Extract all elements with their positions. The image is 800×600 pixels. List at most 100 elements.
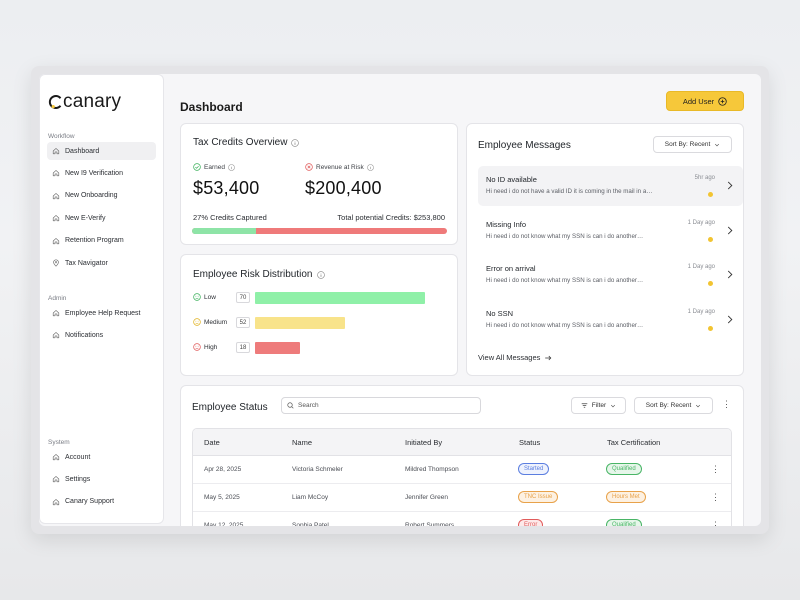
sidebar-item-dashboard[interactable]: Dashboard [47,142,156,160]
search-field[interactable] [281,397,481,414]
message-title: No ID available [486,175,537,184]
sidebar-item-employee-help-request[interactable]: Employee Help Request [47,304,156,322]
sidebar-item-new-i9-verification[interactable]: New I9 Verification [47,164,156,182]
info-icon[interactable] [228,163,235,171]
row-actions-icon[interactable]: ⋮ [711,464,720,474]
column-header: Name [292,438,313,447]
sidebar-item-new-onboarding[interactable]: New Onboarding [47,187,156,205]
home-icon [52,331,65,339]
more-options-icon[interactable]: ⋮ [722,399,731,409]
unread-dot [708,192,713,197]
home-icon [52,309,65,317]
risk-distribution-title: Employee Risk Distribution [193,269,313,280]
add-user-label: Add User [682,96,715,106]
column-header: Tax Certification [607,438,661,447]
message-item[interactable]: No ID available Hi need i do not have a v… [478,166,743,206]
sidebar-section-label: Admin [48,295,67,302]
arrow-right-icon [545,355,552,360]
earned-label: Earned [204,163,225,171]
status-sort-label: Sort By: Recent [645,402,692,409]
message-title: Missing Info [486,219,527,229]
info-icon[interactable] [366,163,374,171]
cell-name: Victoria Schmeler [292,466,343,473]
message-time: 1 Day ago [687,309,715,316]
total-potential-label: Total potential Credits: $253,800 [337,213,445,222]
sidebar-item-retention-program[interactable]: Retention Program [47,232,156,250]
home-icon [52,214,65,222]
employee-status-card: Employee Status Filter Sort By: Recent ⋮… [180,385,744,526]
table-row[interactable]: May 12, 2025 Sophia Patel Robert Summers Er… [193,512,731,526]
sidebar-item-notifications[interactable]: Notifications [47,326,156,344]
risk-count: 18 [236,342,250,353]
search-icon [287,402,294,409]
sidebar-item-settings[interactable]: Settings [47,470,156,488]
add-user-button[interactable]: Add User [666,91,744,111]
messages-sort-dropdown[interactable]: Sort By: Recent [653,136,732,153]
cell-name: Liam McCoy [292,494,329,501]
employee-status-title: Employee Status [192,402,268,413]
sidebar-item-new-e-verify[interactable]: New E-Verify [47,209,156,227]
cell-name: Sophia Patel [292,522,329,526]
credits-progress-bar [192,228,447,234]
info-icon[interactable] [291,138,300,147]
sidebar-section-label: System [48,439,70,446]
app-surface: canary Workflow Dashboard New I9 Verificat… [39,74,761,526]
tax-certification-badge: Qualified [606,519,642,526]
row-actions-icon[interactable]: ⋮ [711,492,720,502]
message-preview: Hi need i do not know what my SSN is can… [486,232,644,240]
view-all-label: View All Messages [478,353,541,362]
sidebar-item-label: Canary Support [65,498,115,506]
risk-count: 52 [236,317,250,328]
risk-label-high: High [193,343,217,351]
check-circle-icon [193,163,201,171]
page-title: Dashboard [180,100,243,114]
risk-bar-high [255,342,300,354]
row-actions-icon[interactable]: ⋮ [711,520,720,527]
sidebar-item-label: Settings [65,475,91,483]
message-time: 1 Day ago [687,264,715,271]
revenue-at-risk-label: Revenue at Risk [316,163,364,171]
message-title: Error on arrival [486,264,536,274]
sidebar-item-label: New Onboarding [65,192,118,200]
sidebar-item-label: Tax Navigator [65,259,108,267]
info-icon[interactable] [316,270,325,279]
message-time: 5hr ago [694,175,715,181]
tax-credits-title-row: Tax Credits Overview [193,137,300,148]
table-body: Apr 28, 2025 Victoria Schmeler Mildred Tho… [193,456,731,526]
view-all-messages-link[interactable]: View All Messages [478,353,552,362]
plus-circle-icon [718,96,727,106]
sidebar-item-canary-support[interactable]: Canary Support [47,493,156,511]
unread-dot [708,326,713,332]
sidebar-item-label: Dashboard [65,147,100,155]
earned-label-row: Earned [193,163,235,171]
filter-icon [581,403,588,408]
table-row[interactable]: Apr 28, 2025 Victoria Schmeler Mildred Tho… [193,456,731,484]
home-icon [52,169,65,177]
earned-value: $53,400 [193,178,260,198]
column-header: Initiated By [405,438,443,447]
sidebar-item-account[interactable]: Account [47,448,156,466]
message-item[interactable]: Error on arrival Hi need i do not know wh… [478,255,743,295]
table-row[interactable]: May 5, 2025 Liam McCoy Jennifer Green TNC I… [193,484,731,512]
home-icon [52,498,65,506]
face-icon [193,293,201,301]
cell-date: May 12, 2025 [204,522,244,526]
filter-button[interactable]: Filter [571,397,626,414]
home-icon [52,453,65,461]
tax-credits-title: Tax Credits Overview [193,137,288,148]
message-item[interactable]: No SSN Hi need i do not know what my SSN … [478,300,743,340]
risk-label-row: Revenue at Risk [305,163,374,171]
message-item[interactable]: Missing Info Hi need i do not know what m… [478,211,743,251]
logo: canary [48,91,121,113]
home-icon [52,475,65,483]
risk-level-label: Low [204,293,216,301]
risk-title-row: Employee Risk Distribution [193,269,325,280]
status-sort-dropdown[interactable]: Sort By: Recent [634,397,713,414]
message-title: No SSN [486,309,514,319]
face-icon [193,343,201,351]
tax-certification-badge: Hours Met [606,491,646,503]
cell-date: Apr 28, 2025 [204,466,242,473]
search-input[interactable] [298,402,468,409]
risk-count: 70 [236,292,250,303]
sidebar-item-tax-navigator[interactable]: Tax Navigator [47,254,156,272]
